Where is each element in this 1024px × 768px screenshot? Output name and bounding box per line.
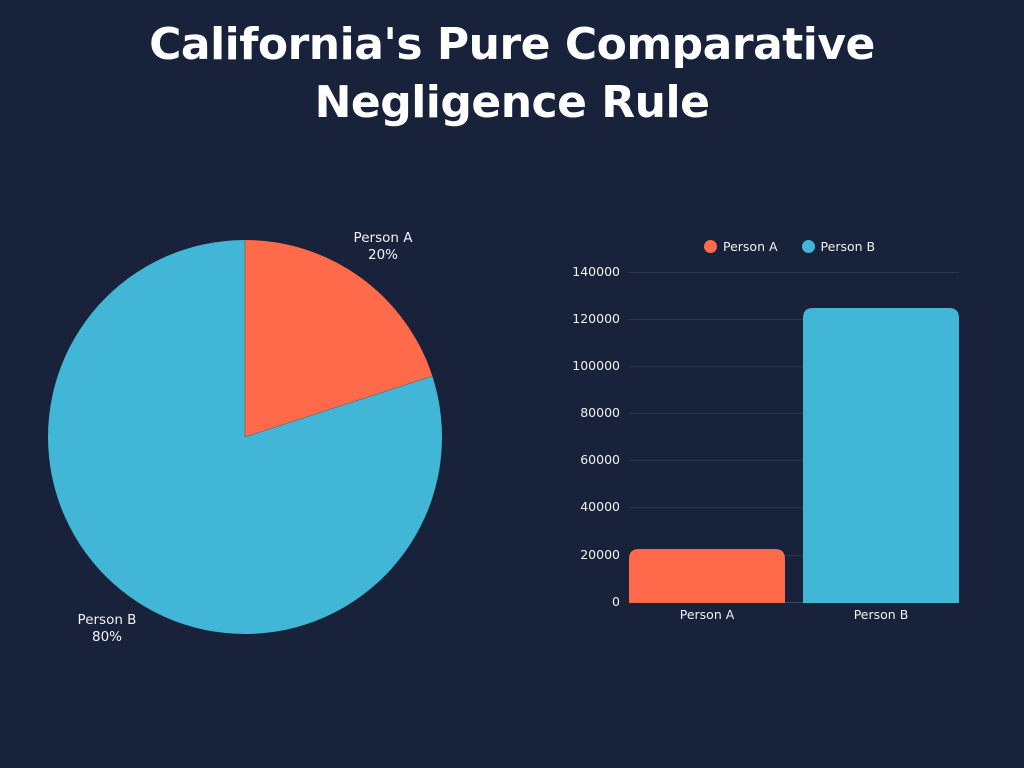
pie-label-person-a: Person A 20% xyxy=(333,230,433,264)
pie-label-value: 80% xyxy=(91,629,122,645)
y-tick: 60000 xyxy=(580,452,620,467)
bar-person-a[interactable] xyxy=(629,549,785,603)
pie-label-name: Person A xyxy=(353,230,413,246)
pie-label-person-b: Person B 80% xyxy=(57,612,157,646)
title-line-2: Negligence Rule xyxy=(314,77,710,128)
legend-dot-icon xyxy=(704,240,717,253)
x-tick: Person B xyxy=(853,607,909,622)
y-tick: 80000 xyxy=(580,405,620,420)
y-tick: 100000 xyxy=(572,358,620,373)
y-tick: 120000 xyxy=(572,311,620,326)
legend-label: Person A xyxy=(723,239,778,254)
x-tick: Person A xyxy=(679,607,735,622)
pie-label-name: Person B xyxy=(77,612,137,628)
legend-item-person-b[interactable]: Person B xyxy=(801,239,876,254)
y-tick: 20000 xyxy=(580,547,620,562)
pie-divider xyxy=(244,375,433,438)
pie-chart xyxy=(48,240,443,635)
bar-legend: Person A Person B xyxy=(704,239,875,254)
pie-label-value: 20% xyxy=(367,247,398,263)
y-tick: 140000 xyxy=(572,264,620,279)
title-line-1: California's Pure Comparative xyxy=(149,19,875,70)
legend-label: Person B xyxy=(820,239,876,254)
y-tick: 40000 xyxy=(580,499,620,514)
legend-item-person-a[interactable]: Person A xyxy=(704,239,778,254)
y-tick: 0 xyxy=(612,594,620,609)
legend-dot-icon xyxy=(801,240,815,253)
page-title: California's Pure Comparative Negligence… xyxy=(0,16,1024,132)
bar-series xyxy=(629,308,959,603)
pie-slice-person-a[interactable] xyxy=(245,240,433,437)
bar-person-b[interactable] xyxy=(803,308,959,603)
